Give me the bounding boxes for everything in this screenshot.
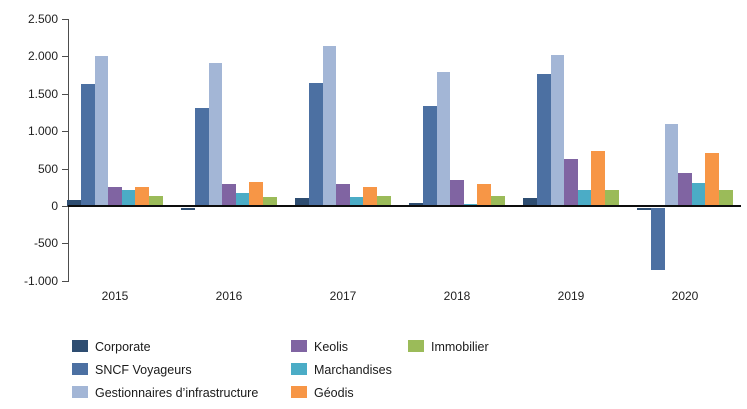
x-tick-label-2017: 2017 xyxy=(329,289,357,303)
bar-sncf-voyageurs-2020 xyxy=(651,208,665,271)
bar-sncf-voyageurs-2019 xyxy=(537,74,551,206)
y-tick-mark xyxy=(62,169,68,170)
y-tick-label: -500 xyxy=(33,236,58,251)
y-tick-label: 2.000 xyxy=(27,49,58,64)
bar-keolis-2017 xyxy=(336,183,350,206)
legend-swatch-icon xyxy=(72,386,88,398)
legend-label: Immobilier xyxy=(431,340,489,354)
y-tick-label: 1.500 xyxy=(27,86,58,101)
bar-corporate-2015 xyxy=(67,200,81,206)
zero-axis-line xyxy=(68,205,741,207)
x-tick-label-2015: 2015 xyxy=(101,289,129,303)
bar-corporate-2020 xyxy=(637,208,651,211)
x-tick-label-2018: 2018 xyxy=(443,289,471,303)
bar-sncf-voyageurs-2015 xyxy=(81,84,95,206)
bar-corporate-2017 xyxy=(295,197,309,206)
bar-g-odis-2015 xyxy=(135,187,149,206)
bar-corporate-2018 xyxy=(409,203,423,206)
y-tick-mark xyxy=(62,243,68,244)
legend-swatch-icon xyxy=(72,340,88,352)
bar-immobilier-2015 xyxy=(149,196,163,206)
y-tick-mark xyxy=(62,19,68,20)
bar-gestionnaires-d-infrastructure-2020 xyxy=(664,124,679,206)
bar-keolis-2015 xyxy=(108,187,122,206)
bar-corporate-2016 xyxy=(181,208,195,211)
bar-keolis-2019 xyxy=(564,158,578,206)
bar-immobilier-2016 xyxy=(263,197,277,206)
legend-label: Marchandises xyxy=(314,363,392,377)
bar-gestionnaires-d-infrastructure-2019 xyxy=(550,54,565,206)
bar-g-odis-2017 xyxy=(363,187,377,206)
y-tick-label: 2.500 xyxy=(27,12,58,26)
bar-keolis-2020 xyxy=(678,173,692,206)
legend-label: Géodis xyxy=(314,386,354,400)
legend-swatch-icon xyxy=(291,386,307,398)
legend-label: Corporate xyxy=(95,340,151,354)
y-tick-mark xyxy=(62,281,68,282)
bar-g-odis-2019 xyxy=(591,151,605,206)
x-tick-label-2019: 2019 xyxy=(557,289,585,303)
bar-marchandises-2016 xyxy=(235,193,250,206)
bar-sncf-voyageurs-2018 xyxy=(423,105,437,206)
y-tick-label: 500 xyxy=(37,161,58,176)
y-tick-label: -1.000 xyxy=(23,273,58,288)
bar-gestionnaires-d-infrastructure-2016 xyxy=(208,63,223,206)
y-tick-label: 1.000 xyxy=(27,124,58,139)
bar-marchandises-2020 xyxy=(691,182,706,206)
bar-immobilier-2020 xyxy=(719,190,733,206)
bar-keolis-2016 xyxy=(222,183,236,206)
bar-gestionnaires-d-infrastructure-2017 xyxy=(322,45,337,206)
bar-immobilier-2018 xyxy=(491,196,505,206)
x-tick-label-2016: 2016 xyxy=(215,289,243,303)
legend-label: Keolis xyxy=(314,340,349,354)
bar-sncf-voyageurs-2016 xyxy=(195,108,209,206)
legend-swatch-icon xyxy=(72,363,88,375)
bar-gestionnaires-d-infrastructure-2015 xyxy=(94,55,109,206)
bar-marchandises-2019 xyxy=(577,189,592,206)
bar-immobilier-2019 xyxy=(605,190,619,206)
y-axis-line xyxy=(68,19,69,282)
bar-g-odis-2016 xyxy=(249,182,263,206)
y-tick-mark xyxy=(62,131,68,132)
y-tick-mark xyxy=(62,94,68,95)
bar-sncf-voyageurs-2017 xyxy=(309,83,323,206)
legend-swatch-icon xyxy=(291,340,307,352)
y-tick-label: 0 xyxy=(51,199,58,213)
y-tick-mark xyxy=(62,56,68,57)
bar-immobilier-2017 xyxy=(377,195,391,206)
y-tick-mark xyxy=(62,206,68,207)
legend-label: Gestionnaires d’infrastructure xyxy=(95,386,259,400)
bar-marchandises-2018 xyxy=(463,203,478,206)
x-tick-label-2020: 2020 xyxy=(671,289,699,303)
bar-g-odis-2020 xyxy=(705,152,719,206)
bar-marchandises-2017 xyxy=(349,197,364,206)
bar-keolis-2018 xyxy=(450,179,464,206)
bar-gestionnaires-d-infrastructure-2018 xyxy=(436,72,451,206)
legend-swatch-icon xyxy=(291,363,307,375)
bar-g-odis-2018 xyxy=(477,183,491,206)
bar-marchandises-2015 xyxy=(121,189,136,206)
legend-label: SNCF Voyageurs xyxy=(95,363,192,377)
bar-corporate-2019 xyxy=(523,197,537,206)
legend-swatch-icon xyxy=(408,340,424,352)
